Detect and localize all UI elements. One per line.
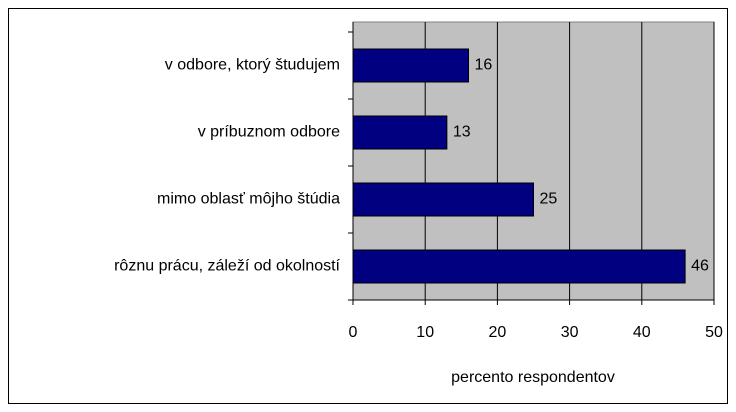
x-tick-label: 10 bbox=[416, 324, 434, 341]
x-axis-label: percento respondentov bbox=[451, 369, 615, 386]
y-tick-label: v odbore, ktorý študujem bbox=[165, 57, 340, 74]
x-tick-label: 30 bbox=[561, 324, 579, 341]
value-label: 13 bbox=[453, 124, 471, 141]
value-label: 16 bbox=[475, 57, 493, 74]
y-tick-label: mimo oblasť môjho štúdia bbox=[157, 191, 340, 208]
y-tick-label: v príbuznom odbore bbox=[198, 124, 340, 141]
bar bbox=[352, 249, 686, 284]
y-tick-label: rôznu prácu, záleží od okolností bbox=[114, 258, 340, 275]
x-tick-label: 50 bbox=[705, 324, 723, 341]
x-tick-label: 20 bbox=[489, 324, 507, 341]
value-label: 46 bbox=[691, 258, 709, 275]
bar bbox=[352, 48, 470, 83]
value-label: 25 bbox=[540, 191, 558, 208]
x-tick-label: 40 bbox=[633, 324, 651, 341]
bar bbox=[352, 182, 534, 217]
bar bbox=[352, 115, 448, 150]
x-tick-label: 0 bbox=[349, 324, 358, 341]
